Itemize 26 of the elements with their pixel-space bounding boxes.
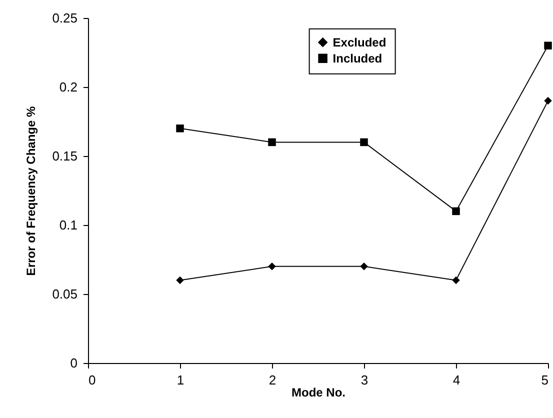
x-tick-label: 2 — [268, 372, 276, 388]
x-tick-label: 3 — [360, 372, 368, 388]
point — [176, 276, 184, 284]
y-axis-title: Error of Frequency Change % — [24, 106, 38, 276]
point — [452, 276, 460, 284]
y-tick-label: 0.2 — [59, 80, 78, 94]
legend-label: Excluded — [332, 35, 386, 50]
point — [360, 138, 368, 146]
point — [176, 124, 184, 132]
x-tick-label: 5 — [541, 372, 548, 388]
point — [544, 96, 552, 105]
x-tick-label: 0 — [88, 372, 96, 388]
y-tick-label: 0.15 — [52, 148, 78, 164]
legend-label: Included — [332, 51, 382, 66]
point — [544, 42, 552, 50]
y-tick-label: 0.25 — [52, 10, 78, 26]
y-tick-label: 0.1 — [59, 218, 78, 232]
point — [452, 207, 460, 216]
y-tick-label: 0.05 — [52, 286, 78, 302]
y-tick-label: 0 — [70, 356, 78, 370]
point — [268, 138, 276, 146]
point — [268, 262, 276, 270]
point — [360, 262, 368, 270]
x-axis-title: Mode No. — [292, 386, 346, 400]
x-tick-label: 4 — [452, 372, 460, 388]
x-tick-label: 1 — [176, 372, 184, 388]
